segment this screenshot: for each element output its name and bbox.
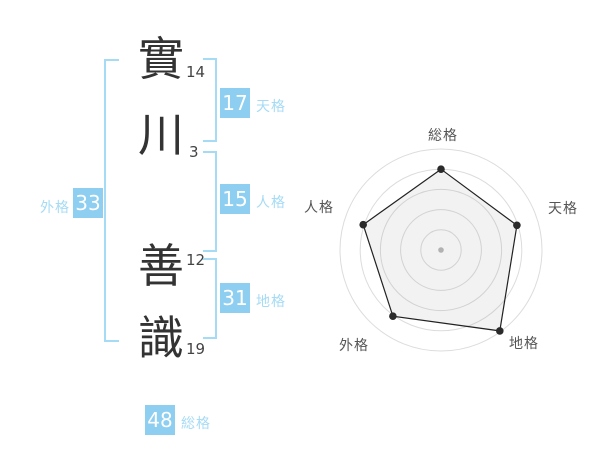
stroke-count-4: 19 [186,340,206,358]
stroke-count-2: 3 [189,143,199,161]
radar-data-point [389,312,397,320]
name-character-1: 實 [138,32,184,86]
radar-axis-label-soukaku: 総格 [428,128,458,144]
radar-data-point [359,220,367,229]
radar-data-point [437,165,445,173]
chikaku-bracket [203,258,217,339]
radar-data-point [496,327,504,335]
radar-axis-label-jinkaku: 人格 [304,200,334,216]
radar-chart-svg [339,148,543,352]
radar-grid-ring [339,148,543,352]
name-character-3: 善 [138,239,184,293]
name-character-2: 川 [138,108,184,162]
stroke-count-1: 14 [186,63,206,81]
gaikaku-value-badge: 33 [73,188,103,218]
jinkaku-value-badge: 15 [220,184,250,214]
tenkaku-bracket [203,58,217,142]
radar-axis-label-chikaku: 地格 [509,336,539,352]
name-character-4: 識 [138,311,184,365]
chikaku-value-badge: 31 [220,283,250,313]
gaikaku-label: 外格 [40,200,70,216]
radar-axis-label-tenkaku: 天格 [548,201,578,217]
soukaku-label: 総格 [181,416,211,432]
tenkaku-label: 天格 [256,99,286,115]
radar-grid-ring [420,229,462,271]
radar-data-point [513,221,521,230]
jinkaku-bracket [203,151,217,252]
radar-data-polygon [362,168,518,332]
radar-axis-label-gaikaku: 外格 [339,338,369,354]
radar-grid-ring [400,209,482,291]
tenkaku-value-badge: 17 [220,88,250,118]
radar-grid-ring [379,188,503,312]
stroke-count-3: 12 [186,251,206,269]
jinkaku-label: 人格 [256,195,286,211]
soukaku-value-badge: 48 [145,405,175,435]
radar-center-dot [438,247,444,253]
chikaku-label: 地格 [256,294,286,310]
gaikaku-bracket [104,59,119,342]
